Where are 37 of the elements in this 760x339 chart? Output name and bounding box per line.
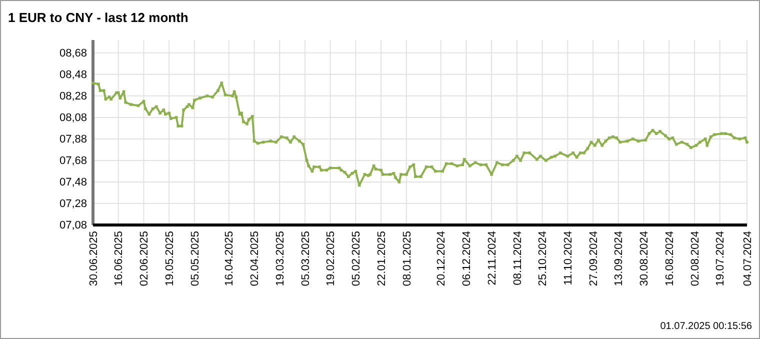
x-tick-label: 05.02.2025 [350,231,363,286]
y-tick-label: 08,48 [59,68,87,81]
y-tick-label: 08,28 [59,90,87,102]
x-tick-label: 06.12.2024 [461,231,474,286]
x-tick-label: 04.07.2024 [742,231,754,286]
x-tick-label: 27.09.2024 [588,231,600,286]
x-tick-label: 05.05.2025 [189,231,202,286]
chart-title: 1 EUR to CNY - last 12 month [8,10,188,25]
y-tick-label: 07,68 [59,154,87,167]
y-tick-label: 07,48 [59,176,87,188]
x-tick-label: 20.12.2024 [436,231,448,286]
text: 01.07.2025 00:15:56 [660,321,752,332]
x-tick-label: 16.06.2025 [113,231,126,286]
x-tick-label: 22.01.2025 [376,231,388,286]
x-tick-label: 08.01.2025 [401,231,414,286]
x-tick-label: 16.08.2024 [664,231,676,286]
x-tick-label: 19.03.2025 [274,231,286,286]
y-tick-label: 08,68 [59,47,87,60]
y-tick-label: 07,28 [59,198,87,210]
x-tick-label: 30.06.2025 [88,231,100,286]
x-tick-label: 11.10.2024 [562,231,574,286]
x-tick-label: 25.10.2024 [537,231,550,286]
x-tick-label: 19.05.2025 [164,231,176,286]
x-tick-label: 13.09.2024 [613,231,626,286]
y-tick-label: 08,08 [59,112,87,124]
x-tick-label: 05.03.2025 [300,231,312,286]
y-tick-label: 07,88 [59,133,87,146]
x-tick-label: 22.11.2024 [486,231,498,286]
x-tick-label: 02.08.2024 [689,231,702,286]
x-tick-label: 30.08.2024 [638,231,651,286]
x-tick-label: 19.07.2024 [714,231,727,286]
x-tick-label: 02.04.2025 [249,231,262,286]
x-tick-label: 02.06.2025 [138,231,151,286]
x-tick-label: 16.04.2025 [224,231,236,286]
x-tick-label: 08.11.2024 [512,231,524,286]
x-tick-label: 19.02.2025 [325,231,338,286]
y-tick-label: 07,08 [59,220,87,232]
